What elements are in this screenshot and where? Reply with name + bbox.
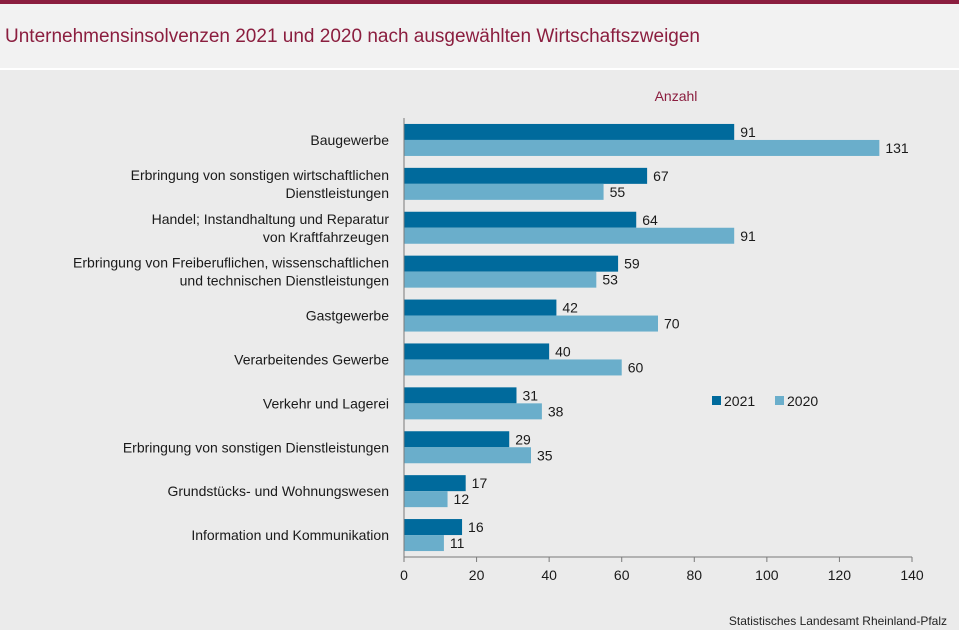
category-label-0: Baugewerbe (310, 132, 389, 148)
data-label-2020-0: 131 (885, 140, 909, 156)
data-label-2020-7: 35 (537, 447, 553, 463)
bar-2021-4 (404, 299, 557, 316)
category-label-7: Erbringung von sonstigen Dienstleistunge… (123, 439, 389, 455)
bar-2020-0 (404, 139, 880, 156)
bar-2020-4 (404, 315, 658, 332)
bar-2021-5 (404, 343, 550, 360)
data-label-2020-8: 12 (454, 491, 470, 507)
bar-2020-2 (404, 227, 735, 244)
bar-2020-7 (404, 447, 531, 464)
data-label-2021-2: 64 (642, 212, 658, 228)
data-label-2020-9: 11 (450, 535, 465, 551)
data-label-2021-7: 29 (515, 431, 531, 447)
x-tick-label-140: 140 (900, 567, 924, 583)
data-label-2020-2: 91 (740, 228, 756, 244)
chart-title: Unternehmensinsolvenzen 2021 und 2020 na… (5, 26, 700, 47)
data-label-2021-5: 40 (555, 343, 571, 359)
category-label-6: Verkehr und Lagerei (263, 395, 389, 411)
category-label-8: Grundstücks- und Wohnungswesen (167, 483, 389, 499)
bar-2020-8 (404, 491, 448, 508)
category-label-5: Verarbeitendes Gewerbe (234, 351, 389, 367)
category-label-3-line1: und technischen Dienstleistungen (180, 273, 389, 289)
data-label-2021-8: 17 (472, 475, 488, 491)
x-tick-label-0: 0 (400, 567, 408, 583)
category-label-4: Gastgewerbe (306, 308, 389, 324)
axis-label-x: Anzahl (655, 88, 698, 104)
data-label-2021-9: 16 (468, 519, 484, 535)
bar-2020-9 (404, 535, 444, 552)
bar-2021-9 (404, 519, 463, 536)
bar-2020-6 (404, 403, 542, 420)
header: Unternehmensinsolvenzen 2021 und 2020 na… (0, 4, 959, 68)
x-tick-label-80: 80 (686, 567, 702, 583)
bar-2021-7 (404, 431, 510, 448)
data-label-2021-0: 91 (740, 124, 756, 140)
data-label-2020-3: 53 (602, 272, 618, 288)
data-label-2021-6: 31 (522, 387, 538, 403)
data-label-2020-6: 38 (548, 403, 564, 419)
category-label-1-line0: Erbringung von sonstigen wirtschaftliche… (131, 167, 389, 183)
legend-swatch-2020 (775, 396, 784, 405)
bar-2021-1 (404, 167, 648, 184)
category-label-9: Information und Kommunikation (191, 527, 389, 543)
bar-2021-0 (404, 123, 735, 140)
data-label-2021-1: 67 (653, 168, 669, 184)
x-tick-label-60: 60 (614, 567, 630, 583)
bar-2020-1 (404, 183, 604, 200)
x-tick-label-120: 120 (828, 567, 852, 583)
category-label-3-line0: Erbringung von Freiberuflichen, wissensc… (73, 255, 389, 271)
data-label-2020-1: 55 (610, 184, 626, 200)
data-label-2020-5: 60 (628, 359, 644, 375)
bar-2021-3 (404, 255, 619, 272)
bar-2021-2 (404, 211, 637, 228)
bar-2021-6 (404, 387, 517, 404)
bar-2020-3 (404, 271, 597, 288)
category-label-2-line0: Handel; Instandhaltung und Reparatur (152, 211, 390, 227)
data-label-2020-4: 70 (664, 316, 680, 332)
x-tick-label-40: 40 (541, 567, 557, 583)
x-tick-label-100: 100 (755, 567, 779, 583)
bar-2021-8 (404, 475, 466, 492)
data-label-2021-4: 42 (562, 300, 578, 316)
x-tick-label-20: 20 (469, 567, 485, 583)
category-label-1-line1: Dienstleistungen (285, 185, 389, 201)
source-note: Statistisches Landesamt Rheinland-Pfalz (728, 614, 947, 628)
top-accent-bar (0, 0, 959, 4)
category-label-2-line1: von Kraftfahrzeugen (263, 229, 389, 245)
legend-label-2020: 2020 (787, 393, 818, 409)
data-label-2021-3: 59 (624, 256, 640, 272)
bar-2020-5 (404, 359, 622, 376)
legend-swatch-2021 (712, 396, 721, 405)
legend-label-2021: 2021 (724, 393, 755, 409)
header-separator (0, 68, 959, 70)
